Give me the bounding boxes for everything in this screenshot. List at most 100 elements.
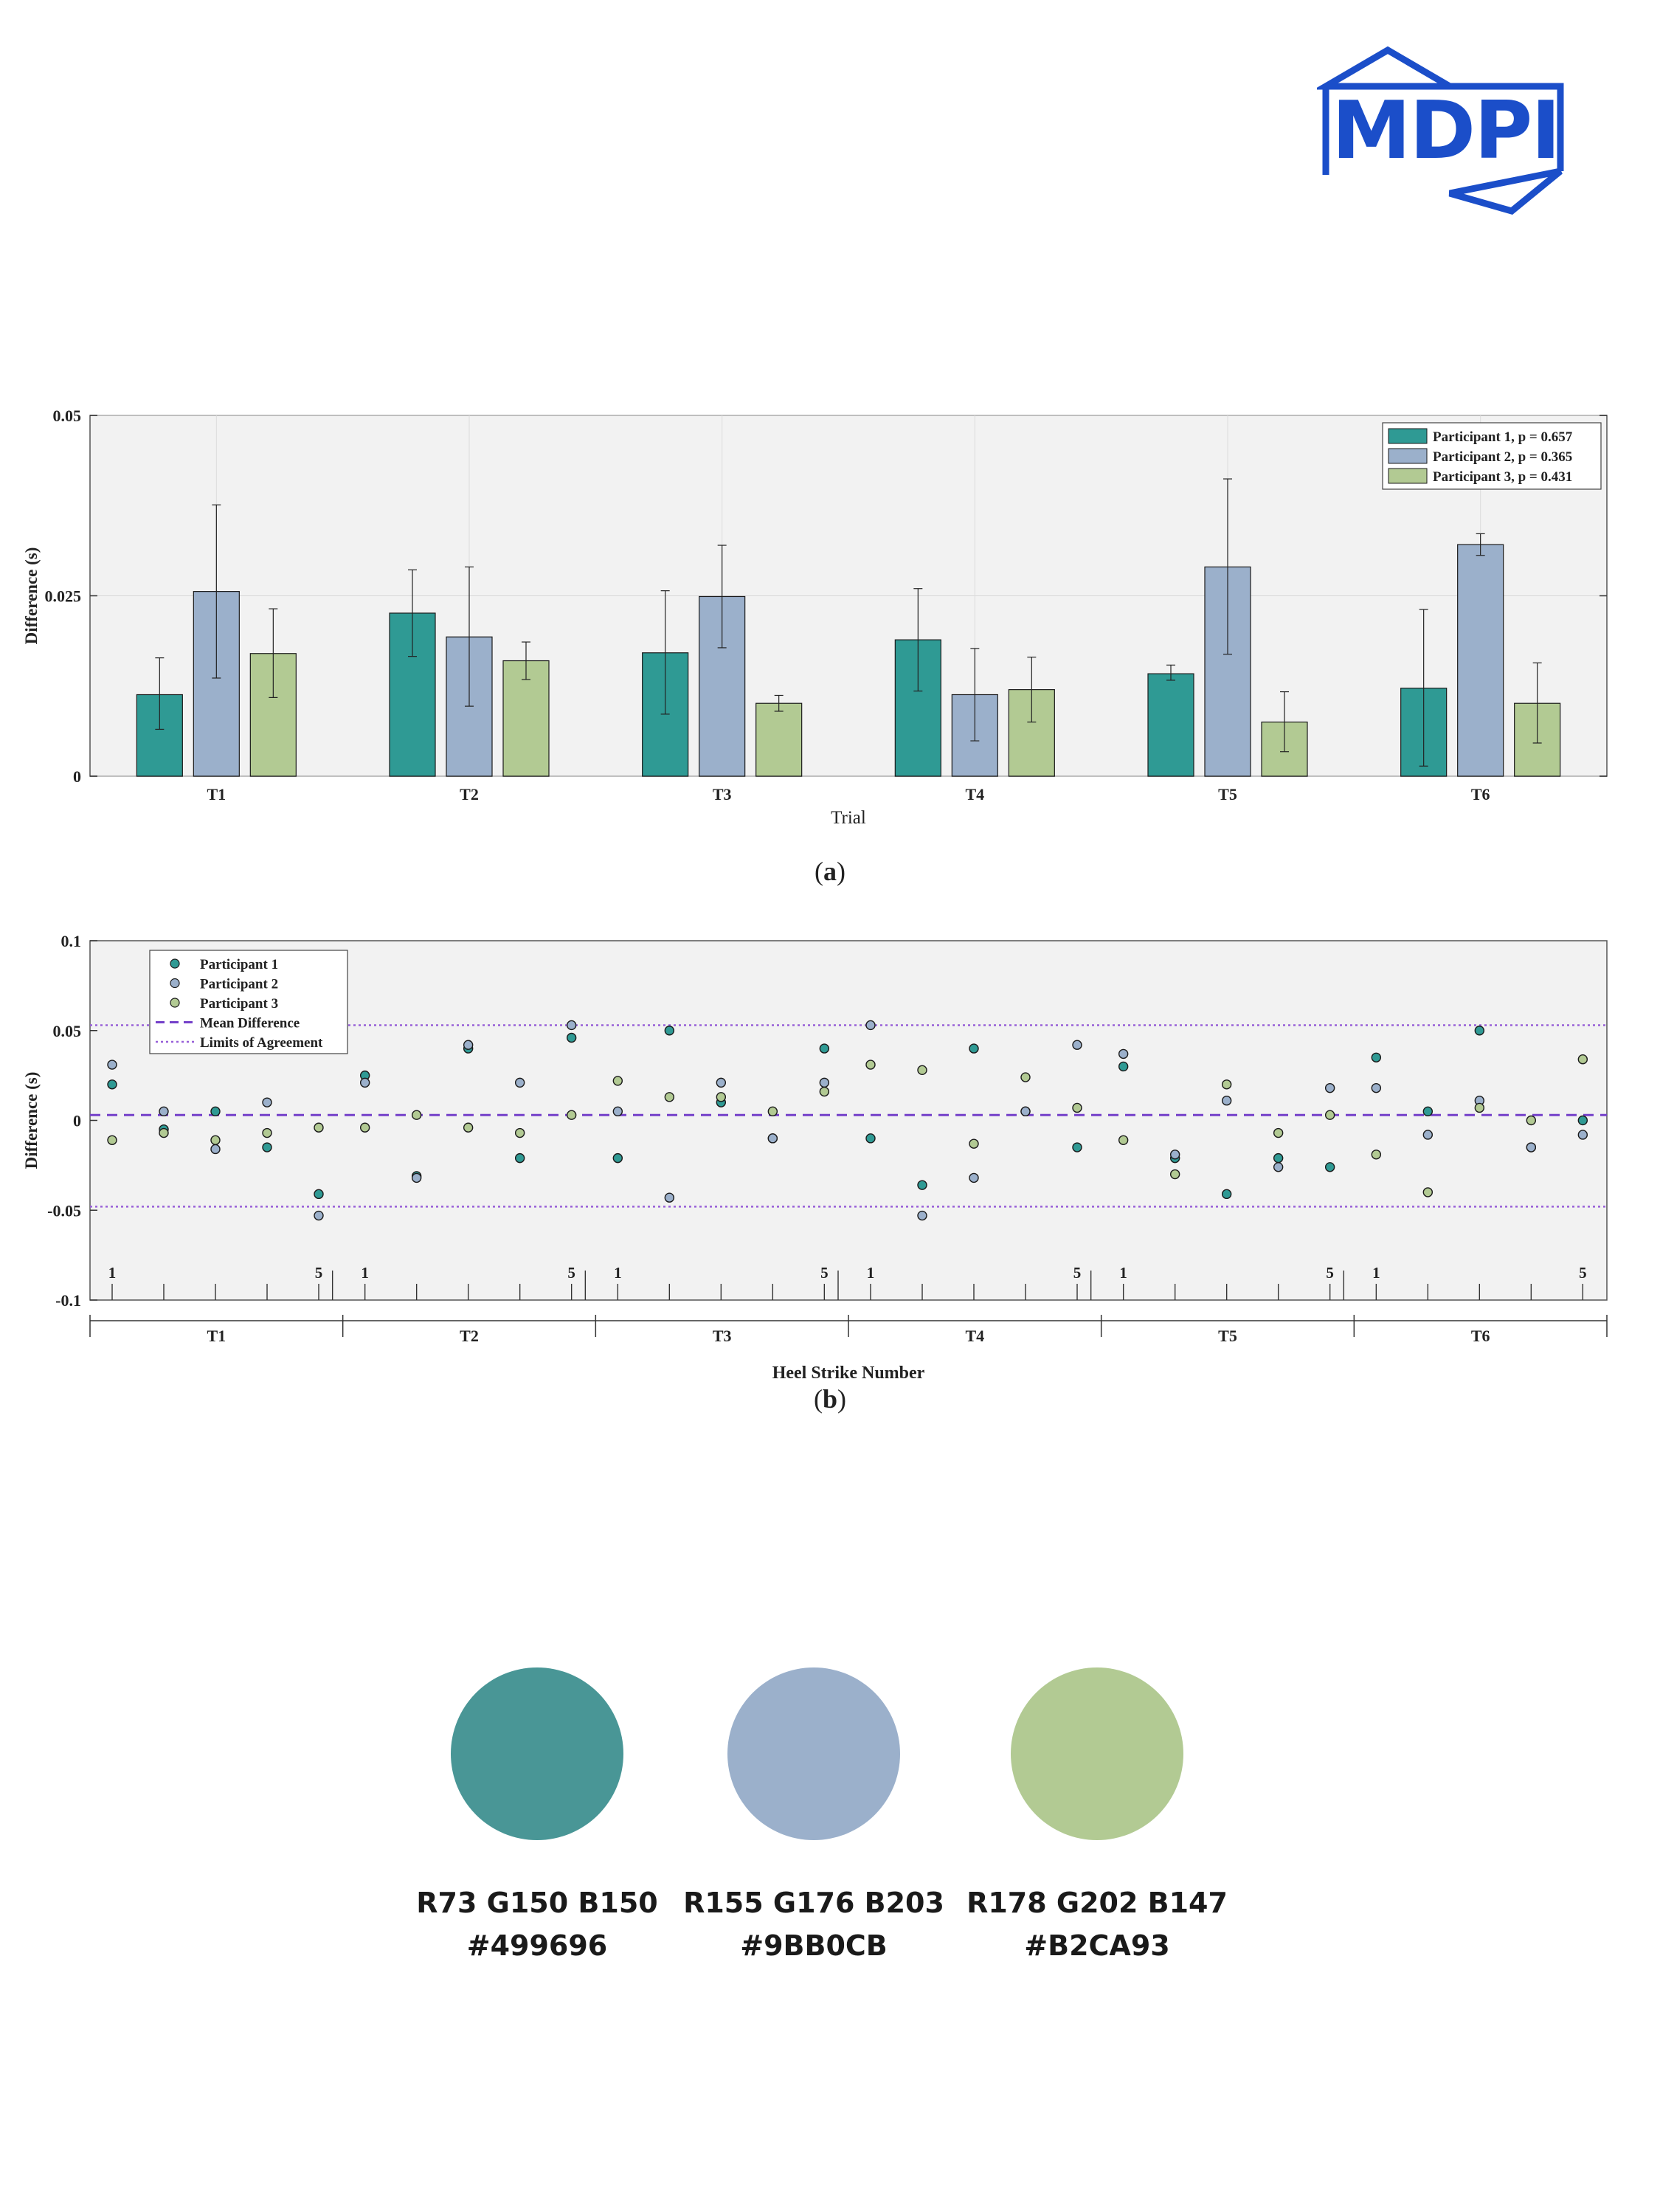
legend: Participant 1, p = 0.657 Participant 2, p… <box>1382 422 1602 490</box>
data-point <box>1422 1106 1434 1117</box>
y-tick-label: -0.05 <box>47 1201 81 1220</box>
data-point <box>1273 1127 1284 1138</box>
data-point <box>566 1032 577 1043</box>
scatter-chart-b: -0.1 -0.05 0 0.05 0.1 1 5 1 5 1 5 1 5 1 5 1 5 T1 T2 T3 T4 T5 T… <box>22 932 1608 1383</box>
group-label: T1 <box>207 1327 226 1345</box>
strike-label-last: 5 <box>1073 1264 1082 1282</box>
strike-label-first: 1 <box>108 1264 117 1282</box>
data-point <box>1324 1082 1335 1093</box>
data-point <box>1324 1110 1335 1120</box>
legend-label: Limits of Agreement <box>200 1035 323 1051</box>
data-point <box>1020 1106 1031 1117</box>
strike-label-last: 5 <box>1326 1264 1334 1282</box>
strike-label-first: 1 <box>361 1264 369 1282</box>
strike-label-first: 1 <box>1119 1264 1127 1282</box>
legend-label: Participant 1, p = 0.657 <box>1433 429 1573 445</box>
x-tick-label: T2 <box>460 785 479 803</box>
data-point <box>314 1122 324 1133</box>
data-point <box>1072 1142 1082 1152</box>
data-point <box>314 1189 324 1200</box>
mdpi-logo: MDPI <box>1317 46 1564 215</box>
y-tick-label: 0.05 <box>53 407 82 425</box>
swatch-circle <box>451 1667 623 1840</box>
swatch-rgb: R73 G150 B150 <box>416 1887 658 1919</box>
strike-label-last: 5 <box>567 1264 575 1282</box>
data-point <box>819 1043 830 1054</box>
x-axis-label: Heel Strike Number <box>772 1364 925 1383</box>
data-point <box>1577 1130 1588 1140</box>
legend-box <box>149 950 348 1054</box>
x-tick-label: T3 <box>713 785 732 803</box>
data-point <box>612 1152 623 1164</box>
data-point <box>1422 1187 1434 1197</box>
data-point <box>411 1110 422 1120</box>
caption-b: (b) <box>813 1384 847 1414</box>
data-point <box>969 1138 979 1149</box>
group-label: T3 <box>713 1327 732 1345</box>
data-point <box>1118 1061 1129 1072</box>
data-point <box>1169 1150 1180 1160</box>
strike-label-last: 5 <box>820 1264 829 1282</box>
data-point <box>262 1097 272 1107</box>
data-point <box>566 1110 577 1120</box>
strike-label-first: 1 <box>1372 1264 1380 1282</box>
data-point <box>1422 1130 1434 1140</box>
data-point <box>1118 1135 1129 1145</box>
data-point <box>969 1043 979 1054</box>
data-point <box>917 1180 927 1190</box>
data-point <box>514 1077 525 1088</box>
data-point <box>1273 1162 1284 1172</box>
bar <box>502 660 550 777</box>
data-point <box>1526 1115 1537 1126</box>
x-tick-label: T5 <box>1218 785 1237 803</box>
data-point <box>865 1060 876 1070</box>
caption-a: (a) <box>815 857 845 886</box>
data-point <box>1371 1052 1382 1062</box>
data-point <box>411 1172 422 1183</box>
legend-swatch <box>1388 468 1428 484</box>
data-point <box>664 1092 675 1102</box>
color-swatches: R73 G150 B150 #499696 R155 G176 B203 #9B… <box>0 1667 1660 1977</box>
data-point <box>1324 1162 1335 1172</box>
data-point <box>107 1079 117 1090</box>
data-point <box>1072 1040 1082 1050</box>
data-point <box>566 1020 577 1031</box>
svg-text:MDPI: MDPI <box>1332 85 1559 177</box>
data-point <box>159 1106 169 1117</box>
data-point <box>819 1077 830 1088</box>
data-point <box>159 1127 169 1138</box>
data-point <box>1371 1150 1382 1160</box>
data-point <box>865 1020 876 1031</box>
data-point <box>1221 1079 1232 1090</box>
swatch-rgb: R178 G202 B147 <box>966 1887 1228 1919</box>
group-label: T5 <box>1218 1327 1237 1345</box>
y-tick-label: 0.025 <box>45 587 82 606</box>
data-point <box>514 1152 525 1164</box>
swatch-circle <box>727 1667 900 1840</box>
data-point <box>210 1135 221 1145</box>
y-tick-label: 0.1 <box>61 932 82 950</box>
bar <box>1147 673 1194 777</box>
swatch-hex: #B2CA93 <box>1024 1929 1170 1962</box>
legend-label: Participant 2, p = 0.365 <box>1433 449 1572 465</box>
data-point <box>716 1077 727 1088</box>
x-tick-label: T6 <box>1471 785 1490 803</box>
group-label: T2 <box>460 1327 479 1345</box>
data-point <box>664 1026 675 1036</box>
x-tick-label: T1 <box>207 785 226 803</box>
bar <box>755 702 803 777</box>
data-point <box>314 1210 324 1221</box>
legend-marker <box>170 978 180 989</box>
data-point <box>1474 1026 1485 1036</box>
data-point <box>865 1133 876 1144</box>
strike-label-last: 5 <box>1579 1264 1587 1282</box>
data-point <box>612 1106 623 1117</box>
legend-label: Participant 3 <box>200 996 278 1012</box>
swatch-circle <box>1011 1667 1183 1840</box>
data-point <box>1474 1102 1485 1113</box>
y-axis-label: Difference (s) <box>22 547 41 645</box>
data-point <box>262 1127 272 1138</box>
data-point <box>917 1210 927 1221</box>
strike-label-last: 5 <box>315 1264 323 1282</box>
y-tick-label: -0.1 <box>55 1291 81 1310</box>
